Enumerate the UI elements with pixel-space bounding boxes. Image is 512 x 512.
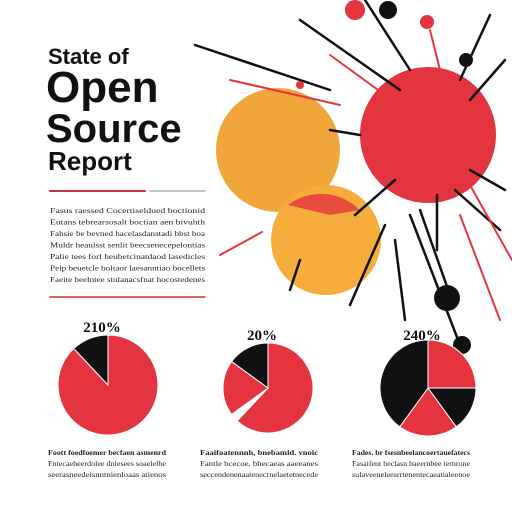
intro-line: Fahsie be bevned hacelasdanstadi bbst bo… [50, 229, 206, 238]
pie-caption: Fasaifent beclasn baeernbee ternrone [352, 459, 471, 468]
pie-slice [379, 339, 429, 428]
pie-slice [236, 342, 314, 434]
pie-caption: sulaveeneleesrrtenentecaeatialeenoe [352, 470, 471, 479]
pie-caption: Fades. br fsesnbeelancoertauefatecs [352, 448, 470, 457]
pie-slice [399, 387, 457, 437]
intro-line: Fasus raessed Cocertiseldued boctionid [50, 206, 205, 215]
pie-caption: seccendenenaatenecrnelaetetnecede [200, 470, 319, 479]
title-line: Source [46, 107, 182, 151]
pie-slice [222, 360, 269, 416]
pie-caption: seerasneedeisnntnienloaas atienos [48, 470, 166, 479]
pie-caption: Faaifoatennnh, bnebamid. vnoic [200, 448, 319, 457]
decoration [49, 0, 512, 354]
intro-line: Eutans tebrearsosalt boctian aen bivuhth [50, 218, 205, 227]
intro-line: Pelp beuetcle boltaor laesanntiao bocell… [50, 264, 205, 273]
title-line: Report [48, 146, 132, 176]
pie-slice [427, 339, 477, 389]
pies: 210% Foott foedfoemer becfaen asmenrd Fnte… [48, 320, 477, 479]
pie-label: 210% [83, 320, 121, 336]
pie-caption: Fntecaeheerdolee dnlesees soaelelbe [48, 459, 167, 468]
intro-line: Muldr heaulsst senlit beecsenecepelontia… [50, 241, 205, 250]
pie-caption: Foott foedfoemer becfaen asmenrd [48, 448, 167, 457]
pie-caption: Fantle bcecoe, bhecaeas aaeeanes [200, 459, 318, 468]
intro: Fasus raessed Cocertiseldued boctionid Eu… [50, 206, 206, 284]
pie-label: 20% [247, 328, 277, 344]
kicker: State of [48, 44, 129, 69]
pie-slice [230, 342, 269, 389]
title-line: Open [46, 63, 158, 112]
pie-slice [73, 334, 109, 387]
intro-line: Palie tees forl heubetcinatdaod lasedicl… [50, 252, 205, 261]
intro-line: Faeite beelntee stulanacsfnat hocosteden… [50, 275, 205, 284]
